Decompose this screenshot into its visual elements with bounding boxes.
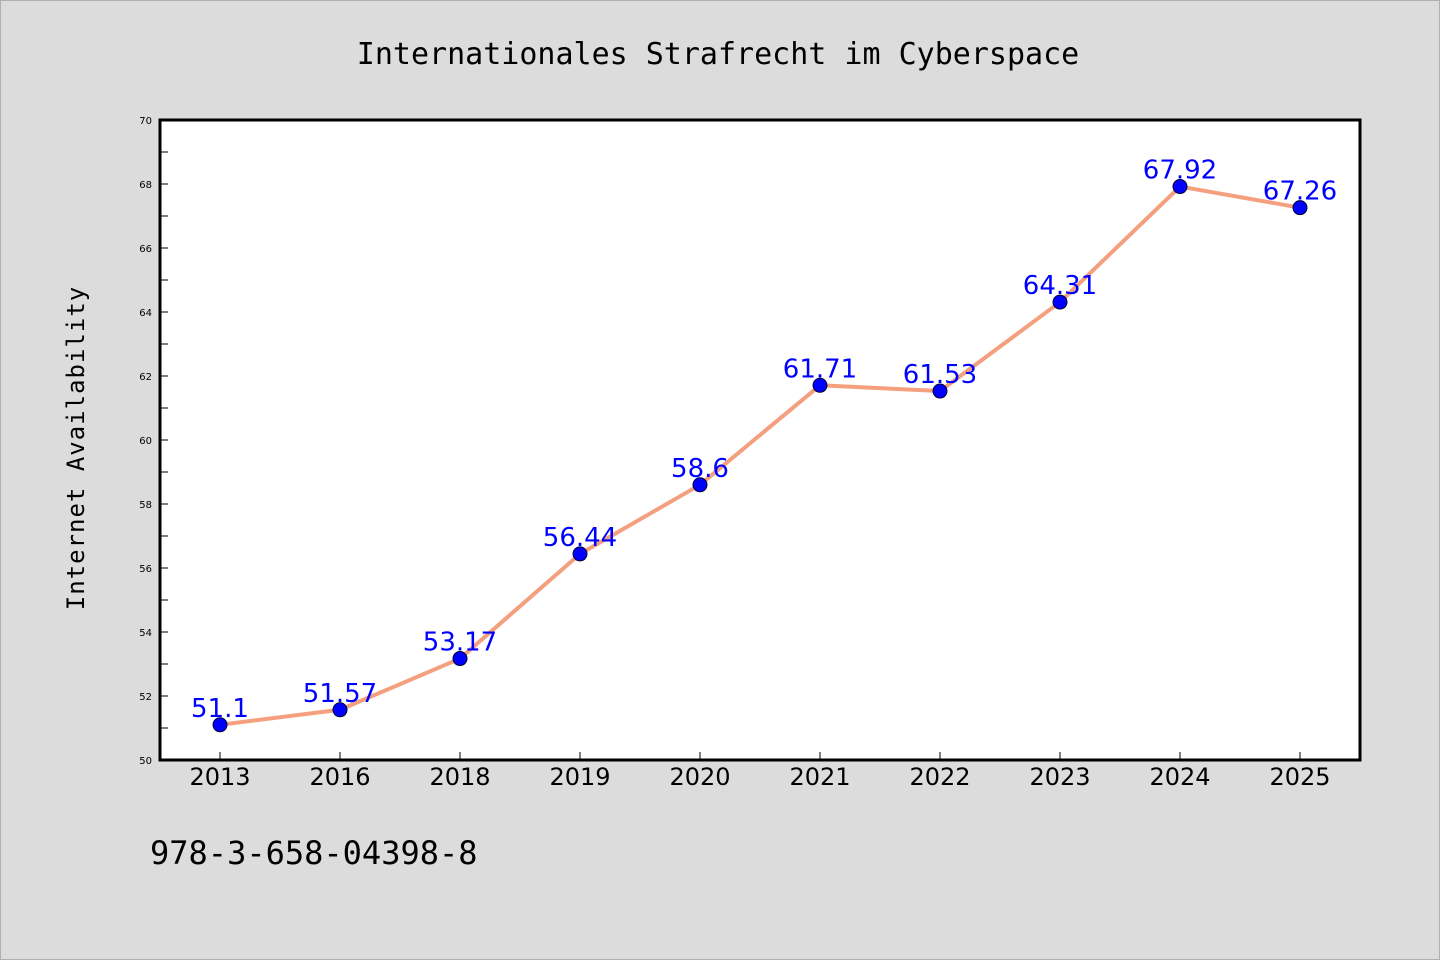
y-tick-label: 60: [139, 436, 152, 447]
data-label: 67.92: [1143, 156, 1217, 186]
x-tick-label: 2021: [789, 763, 850, 791]
y-tick-label: 56: [139, 564, 152, 575]
y-tick-label: 58: [139, 500, 152, 511]
x-tick-label: 2023: [1029, 763, 1090, 791]
data-label: 51.57: [303, 679, 377, 709]
series-line: [219, 184, 1301, 727]
plot-area: [158, 118, 1362, 762]
y-tick-label: 68: [139, 180, 152, 191]
y-tick-label: 66: [139, 244, 152, 255]
data-point: [452, 651, 468, 667]
y-tick-label: 54: [139, 628, 152, 639]
data-label: 61.53: [903, 360, 977, 390]
data-point: [332, 702, 348, 718]
data-point: [692, 477, 708, 493]
x-tick-label: 2020: [669, 763, 730, 791]
data-label: 51.1: [191, 694, 249, 724]
y-axis: 50 52 54 56 58 60 62 64 66 68 70: [139, 116, 168, 767]
x-tick-label: 2016: [309, 763, 370, 791]
data-label: 61.71: [783, 354, 857, 384]
data-label: 58.6: [671, 454, 729, 484]
x-tick-label: 2018: [429, 763, 490, 791]
data-point: [572, 546, 588, 562]
y-tick-label: 50: [139, 756, 152, 767]
x-tick-label: 2025: [1269, 763, 1330, 791]
data-markers: [212, 179, 1308, 733]
data-point: [932, 383, 948, 399]
data-label: 56.44: [543, 523, 617, 553]
y-tick-label: 70: [139, 116, 152, 127]
x-tick-label: 2024: [1149, 763, 1210, 791]
data-label: 64.31: [1023, 271, 1097, 301]
isbn-text: 978-3-658-04398-8: [150, 834, 478, 872]
y-axis-label: Internet Availability: [62, 286, 90, 610]
data-point: [1052, 294, 1068, 310]
y-tick-label: 62: [139, 372, 152, 383]
chart-title: Internationales Strafrecht im Cyberspace: [357, 37, 1079, 72]
x-tick-label: 2022: [909, 763, 970, 791]
x-tick-label: 2013: [189, 763, 250, 791]
y-tick-label: 64: [139, 308, 152, 319]
data-labels: 51.1 51.57 53.17 56.44 58.6 61.71 61.53 64.31 67…: [191, 156, 1337, 724]
x-axis: 2013 2016 2018 2019 2020 2021 2022 2023 2024 2025: [189, 752, 1331, 791]
data-label: 53.17: [423, 628, 497, 658]
y-tick-label: 52: [139, 692, 152, 703]
data-point: [212, 717, 228, 733]
data-point: [812, 377, 828, 393]
data-label: 67.26: [1263, 177, 1337, 207]
data-point: [1292, 200, 1308, 216]
data-point: [1172, 179, 1188, 195]
x-tick-label: 2019: [549, 763, 610, 791]
